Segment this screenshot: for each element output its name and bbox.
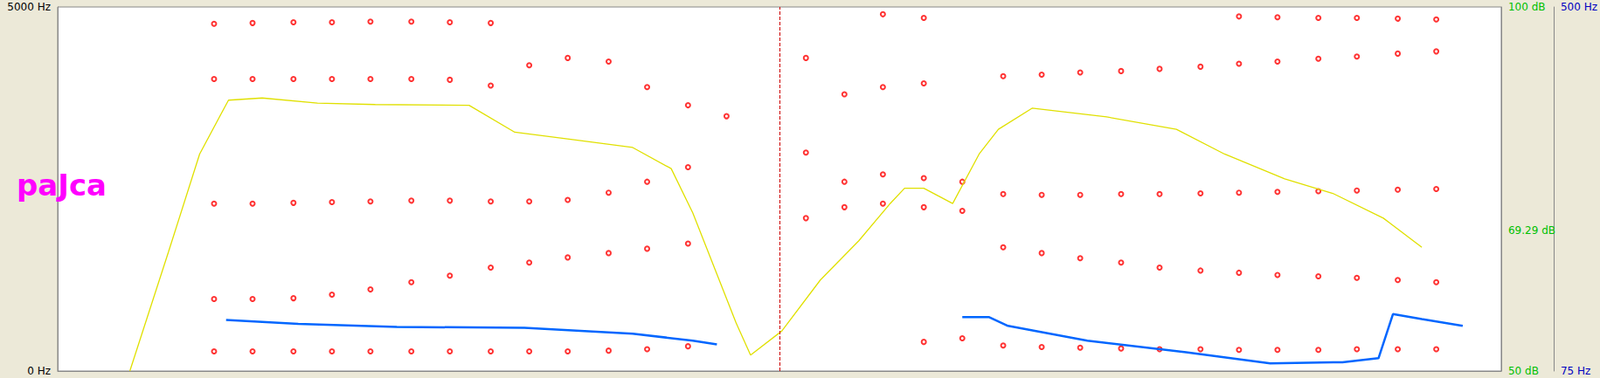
svg-text:0 Hz: 0 Hz (27, 365, 51, 378)
svg-text:69.29 dB: 69.29 dB (1508, 224, 1556, 237)
svg-text:5000 Hz: 5000 Hz (6, 0, 51, 14)
svg-text:500 Hz: 500 Hz (1560, 0, 1598, 14)
svg-text:100 dB: 100 dB (1508, 0, 1546, 14)
svg-text:50 dB: 50 dB (1508, 365, 1539, 378)
svg-text:paJca: paJca (16, 167, 107, 203)
svg-text:75 Hz: 75 Hz (1560, 365, 1591, 378)
